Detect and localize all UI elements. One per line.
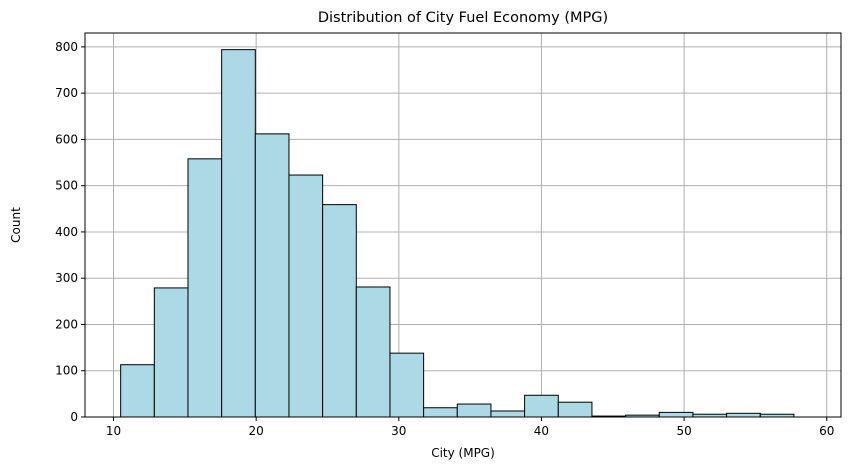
bar-9 [423,407,458,418]
bar-6 [322,204,357,418]
bar-5 [288,174,324,418]
plot-frame [84,32,842,418]
x-tick-label-3: 40 [534,424,549,438]
y-tick-label-3: 300 [55,271,78,285]
bar-16 [658,411,694,418]
y-tick-label-0: 0 [70,410,78,424]
x-tick-label-1: 20 [249,424,264,438]
bar-13 [557,401,593,418]
y-tick-label-2: 200 [55,317,78,331]
y-tick-label-7: 700 [55,86,78,100]
x-tick-label-0: 10 [106,424,121,438]
bar-3 [221,49,256,418]
x-axis-ticks: 10 20 30 40 50 60 [106,417,834,438]
bar-12 [524,394,559,418]
bar-1 [153,287,189,418]
y-tick-label-8: 800 [55,40,78,54]
y-tick-label-5: 500 [55,179,78,193]
bar-11 [490,410,526,418]
bar-0 [120,364,155,418]
chart-title: Distribution of City Fuel Economy (MPG) [318,10,608,26]
y-tick-label-1: 100 [55,364,78,378]
x-tick-label-2: 30 [391,424,406,438]
x-tick-label-5: 60 [819,424,834,438]
x-axis-label: City (MPG) [431,446,495,460]
bar-2 [187,158,223,418]
y-axis-label: Count [9,207,23,243]
bar-8 [389,352,425,418]
bar-10 [456,403,492,418]
bars [120,49,795,418]
x-tick-label-4: 50 [676,424,691,438]
y-tick-label-6: 600 [55,132,78,146]
bar-4 [254,133,290,418]
y-tick-label-4: 400 [55,225,78,239]
bar-7 [355,286,391,418]
bar-18 [726,412,761,418]
y-axis-ticks: 0 100 200 300 400 500 600 700 800 [55,40,85,424]
